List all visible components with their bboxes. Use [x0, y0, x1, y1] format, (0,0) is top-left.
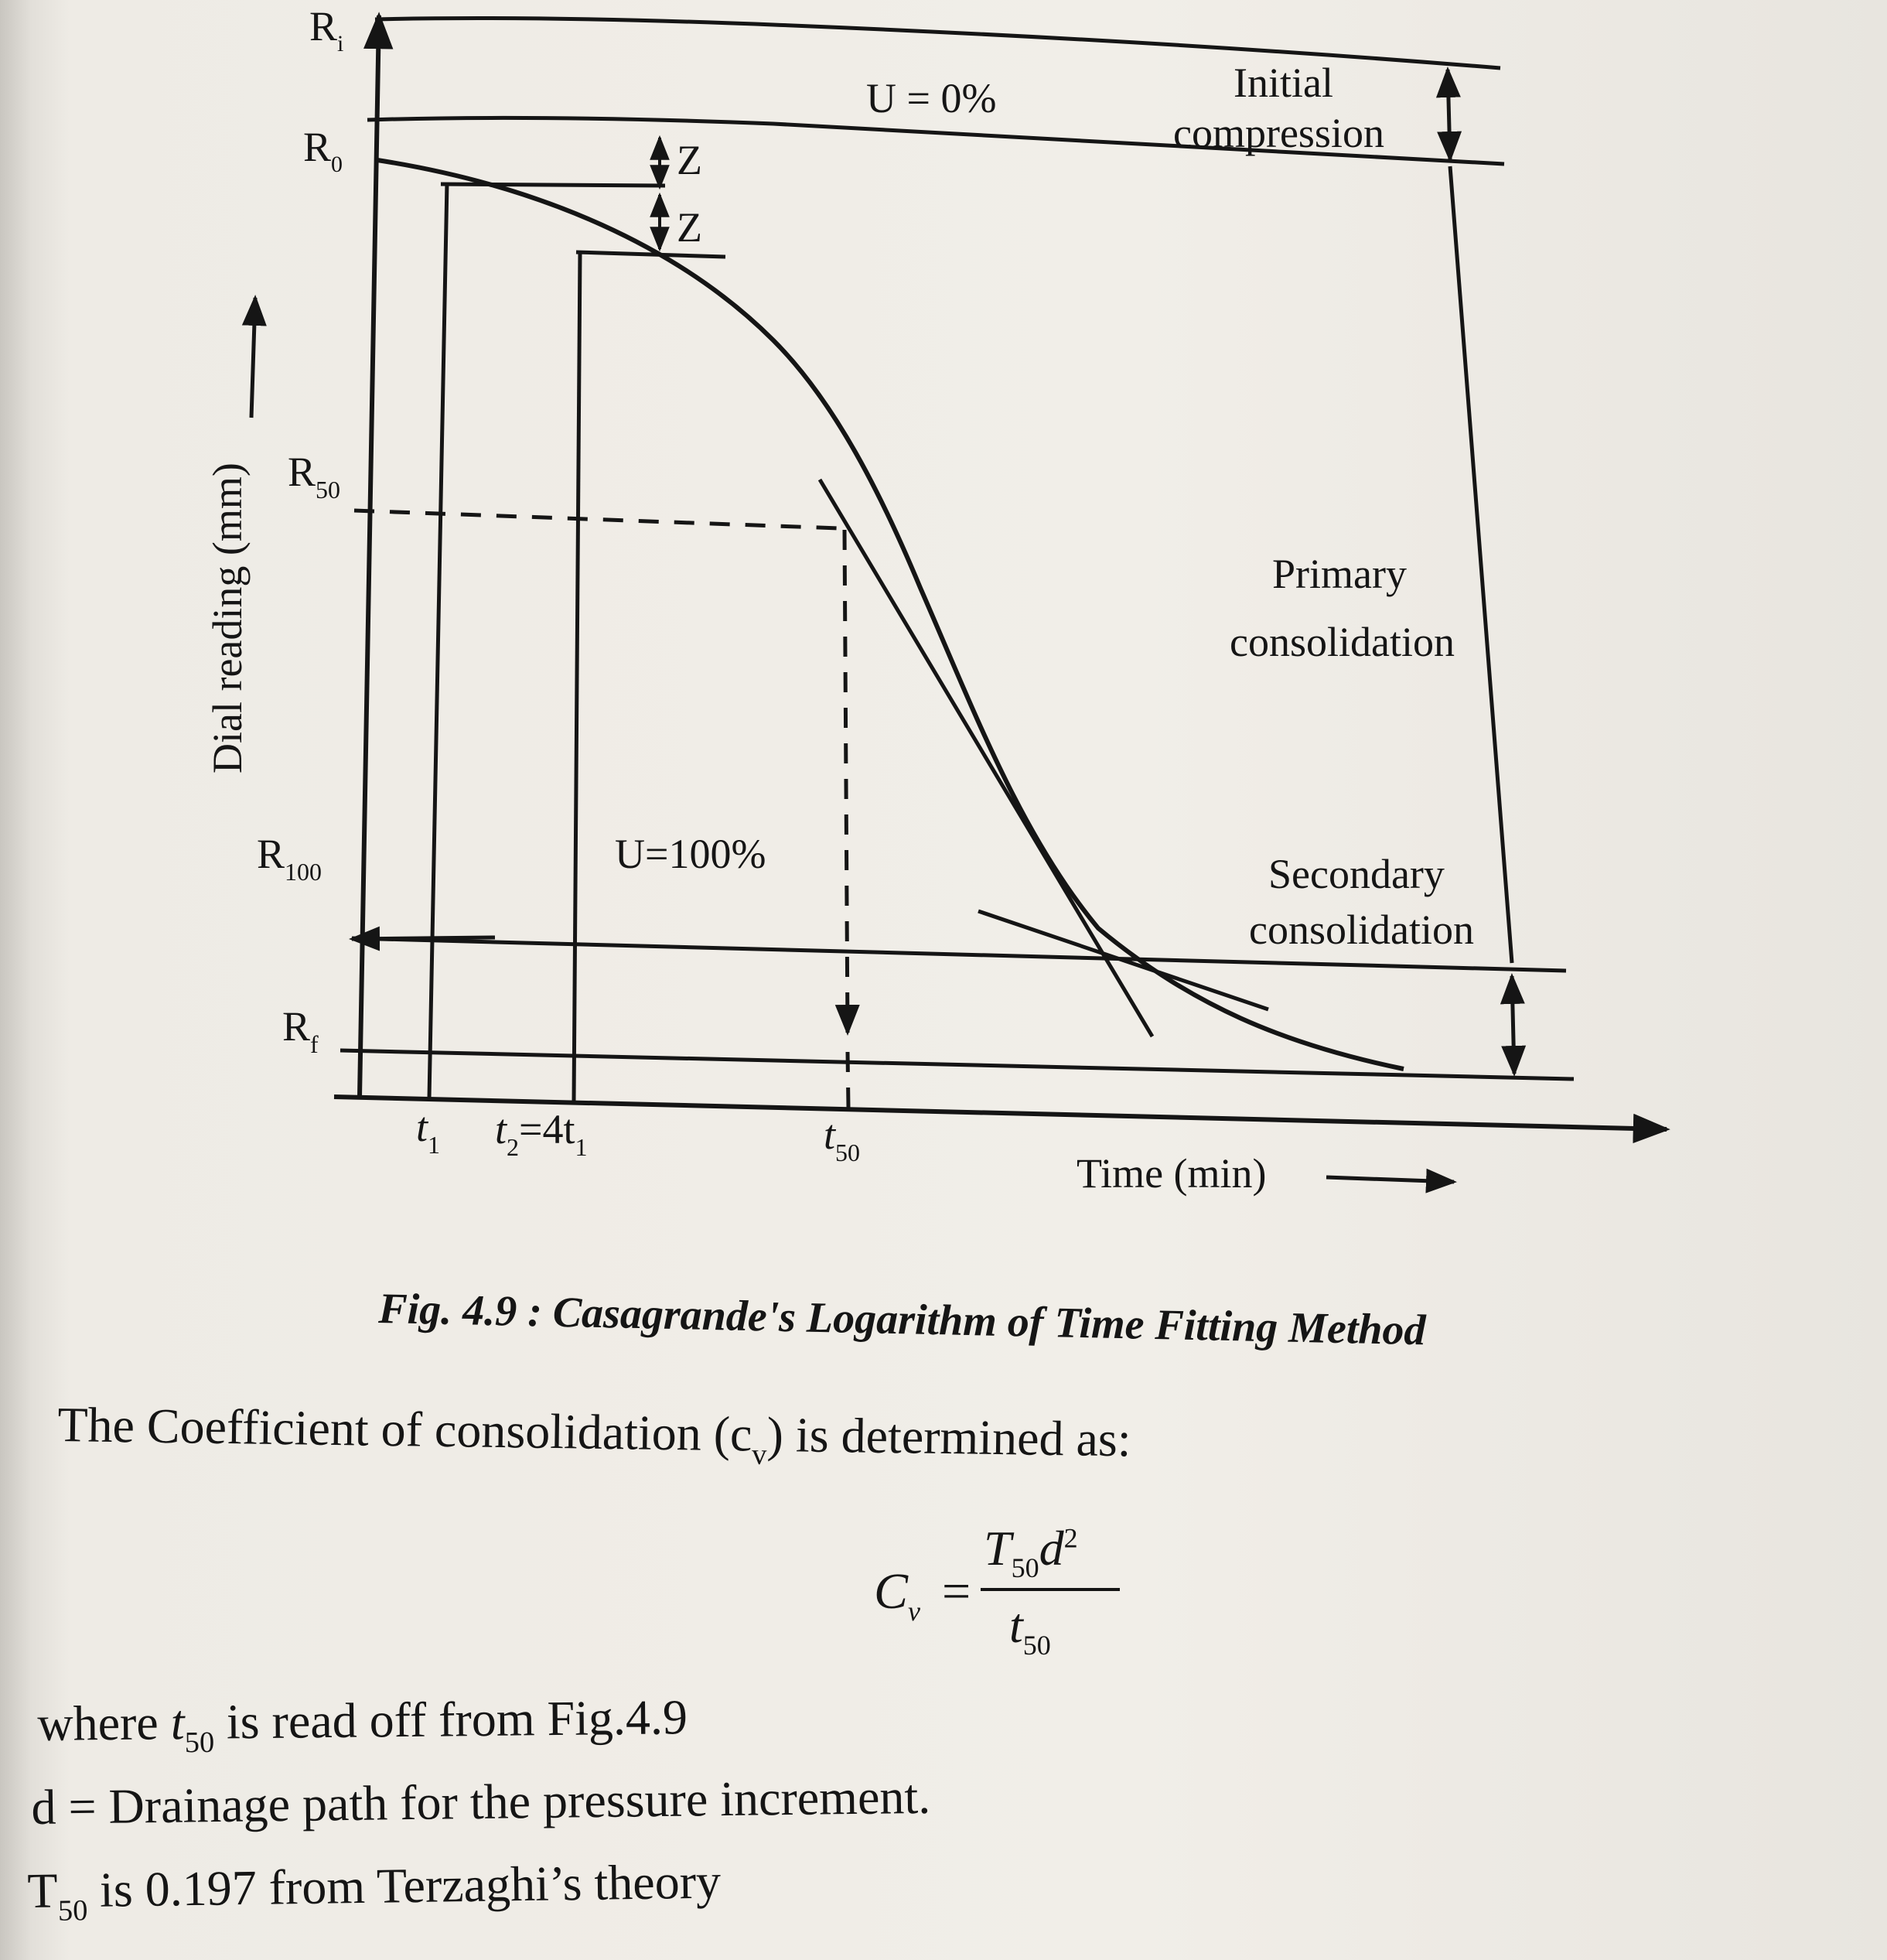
x-axis [333, 1094, 1670, 1144]
r50-dashed-line [353, 508, 840, 531]
secondary-tangent [978, 909, 1269, 1012]
ri-line [374, 16, 1501, 70]
r100-line [351, 936, 1567, 973]
u0-line [367, 115, 1505, 166]
t1-line [427, 182, 449, 1099]
x-axis-label: Time (min) [1077, 1150, 1267, 1197]
label-t2: t2=4t1 [495, 1106, 587, 1161]
consolidation-curve [377, 158, 1404, 1071]
label-t1: t1 [416, 1104, 440, 1159]
t50-line: T50 is 0.197 from Terzaghi’s theory [27, 1853, 722, 1928]
casagrande-figure: Ri R0 R50 R100 Rf U = 0% U=100% Z Z Init… [204, 3, 1670, 1197]
y-axis [357, 12, 394, 1098]
label-secondary-2: consolidation [1249, 907, 1474, 953]
fraction-bar [981, 1588, 1120, 1591]
label-u0: U = 0% [866, 75, 996, 121]
r100-arrow [349, 926, 496, 951]
cv-formula: Cv = T50d2 t50 [874, 1520, 1121, 1661]
t2-line [572, 251, 582, 1102]
label-initial-2: compression [1173, 110, 1384, 156]
initial-compression-bracket [1435, 67, 1462, 162]
secondary-consolidation-bracket [1500, 973, 1527, 1077]
drainage-line: d = Drainage path for the pressure incre… [31, 1768, 931, 1835]
z-bottom-line [575, 250, 726, 259]
ylabel-arrow [241, 295, 267, 418]
label-r100: R100 [257, 831, 322, 886]
label-t50: t50 [824, 1111, 860, 1166]
t50-dashed-line [834, 529, 860, 1036]
label-r50: R50 [288, 449, 340, 504]
xlabel-arrow [1326, 1168, 1457, 1193]
rf-line [340, 1048, 1575, 1081]
label-r0: R0 [303, 124, 343, 177]
label-initial: Initial [1234, 60, 1333, 106]
label-rf: Rf [282, 1003, 319, 1058]
z-top-line [440, 182, 666, 188]
primary-tangent [817, 478, 1155, 1038]
where-line: where t50 is read off from Fig.4.9 [37, 1689, 688, 1760]
label-primary: Primary [1272, 551, 1407, 597]
label-secondary: Secondary [1268, 851, 1445, 897]
label-z1: Z [677, 137, 702, 183]
y-axis-label: Dial reading (mm) [204, 463, 251, 773]
label-z2: Z [677, 204, 702, 251]
label-u100: U=100% [615, 831, 766, 877]
intro-sentence: The Coefficient of consolidation (cv) is… [56, 1396, 1132, 1472]
figure-caption: Fig. 4.9 : Casagrande's Logarithm of Tim… [377, 1284, 1427, 1355]
label-primary-2: consolidation [1230, 619, 1455, 665]
primary-consolidation-bracket [1448, 166, 1514, 964]
label-ri: Ri [309, 3, 343, 56]
